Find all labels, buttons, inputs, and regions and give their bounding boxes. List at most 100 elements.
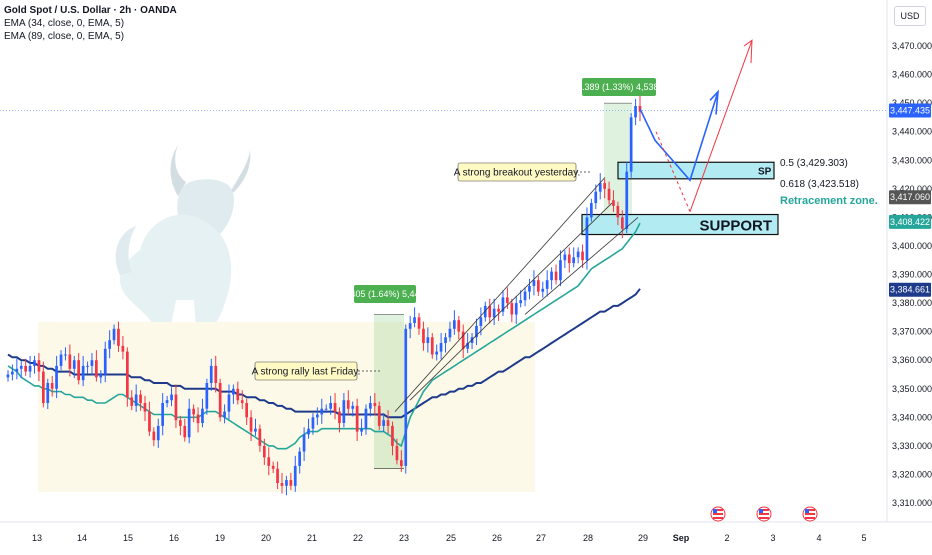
candle-body [90, 360, 94, 366]
y-tick-label: 3,400.000 [892, 241, 932, 251]
candle-body [342, 400, 346, 423]
y-tick-label: 3,360.000 [892, 355, 932, 365]
flag-stripe [713, 517, 723, 519]
candle-body [59, 354, 63, 366]
y-tick-label: 3,330.000 [892, 441, 932, 451]
candle-body [391, 425, 394, 446]
channel-mid [409, 202, 613, 401]
drawings[interactable]: A strong rally last Friday. A strong brea… [252, 39, 878, 522]
candle-body [408, 323, 412, 329]
event-flag-icon[interactable] [756, 506, 772, 522]
candle-body [607, 188, 611, 201]
candle-body [46, 383, 50, 403]
y-tick-label: 3,470.000 [892, 41, 932, 51]
candle-body [559, 260, 562, 281]
candle-body [293, 465, 297, 486]
candle-body [590, 203, 593, 218]
candle-body [497, 308, 500, 312]
symbol-title[interactable]: Gold Spot / U.S. Dollar · 2h · OANDA [4, 5, 177, 16]
fib-05-label: 0.5 (3,429.303) [780, 158, 848, 169]
candle-body [563, 254, 567, 261]
price-axis[interactable]: 3,310.000 3,320.000 3,330.000 3,340.000 3,35… [889, 41, 932, 508]
candle-body [11, 371, 14, 375]
x-tick-label: 15 [123, 533, 133, 543]
candle-body [346, 400, 350, 409]
candle-body [19, 365, 23, 369]
background-zones [38, 102, 779, 492]
event-flag-icon[interactable] [802, 506, 818, 522]
currency-button[interactable]: USD [894, 6, 926, 26]
ema89-legend[interactable]: EMA (89, close, 0, EMA, 5) [4, 31, 125, 42]
bull-head [177, 179, 235, 243]
candle-body [187, 408, 191, 438]
candle-body [466, 343, 469, 349]
x-tick-label: 20 [261, 533, 271, 543]
candle-body [616, 205, 620, 218]
candle-body [329, 403, 332, 409]
candle-body [64, 354, 67, 356]
candle-body [143, 403, 147, 412]
candle-body [603, 183, 606, 189]
candle-body [161, 403, 164, 426]
candle-body [483, 305, 487, 318]
candle-body [351, 405, 355, 409]
candle-body [68, 354, 72, 369]
candle-body [209, 365, 213, 383]
candle-body [179, 420, 182, 426]
x-tick-label: 14 [77, 533, 87, 543]
candle-body [152, 431, 156, 441]
event-flag-icon[interactable] [710, 506, 726, 522]
candle-body [218, 383, 222, 418]
time-axis[interactable]: 13 14 15 16 19 20 21 22 23 25 26 27 28 29 Sep 2 3 4 5 [32, 533, 867, 543]
target-arrowhead [743, 39, 753, 64]
y-tick-label: 3,420.000 [892, 184, 932, 194]
candle-body [236, 388, 240, 401]
candle-body [377, 405, 381, 426]
candle-body [461, 331, 465, 349]
flag-stripe [759, 509, 769, 511]
candle-body [28, 365, 32, 372]
measure-box-1 [374, 314, 404, 469]
candle-body [634, 106, 637, 118]
x-tick-label: 4 [816, 533, 821, 543]
candle-body [156, 425, 160, 441]
ema89-line [7, 288, 641, 419]
candle-body [400, 460, 403, 466]
candle-body [585, 217, 589, 261]
ema34-legend[interactable]: EMA (34, close, 0, EMA, 5) [4, 18, 125, 29]
measure2-label: 45.389 (1.33%) 4,538.9 [572, 82, 666, 92]
candle-body [33, 360, 36, 366]
y-tick-label: 3,310.000 [892, 498, 932, 508]
flag-stripe [713, 509, 723, 511]
candle-body [240, 400, 244, 404]
candle-body [139, 394, 142, 404]
candles [6, 95, 642, 496]
candle-body [444, 337, 447, 343]
candle-body [514, 303, 518, 315]
candle-body [594, 191, 598, 204]
candle-body [302, 434, 306, 452]
candle-body [537, 280, 540, 292]
candle-body [285, 480, 288, 486]
candle-body [324, 408, 328, 410]
candle-body [15, 368, 19, 372]
candle-body [121, 345, 125, 352]
support-label: SUPPORT [699, 218, 772, 235]
candle-body [263, 445, 266, 458]
candle-body [338, 411, 341, 423]
candle-body [24, 365, 27, 372]
price-tag-bg [889, 190, 931, 205]
measure2-label-box [582, 78, 656, 96]
x-tick-label: 5 [861, 533, 866, 543]
flag-canton [805, 509, 809, 513]
candle-body [453, 320, 456, 329]
candle-body [576, 251, 580, 258]
flag-stripe [805, 509, 815, 511]
candle-body [426, 337, 430, 343]
candle-body [298, 451, 301, 466]
candle-body [523, 291, 527, 301]
candle-body [50, 383, 54, 389]
candle-body [550, 271, 553, 281]
